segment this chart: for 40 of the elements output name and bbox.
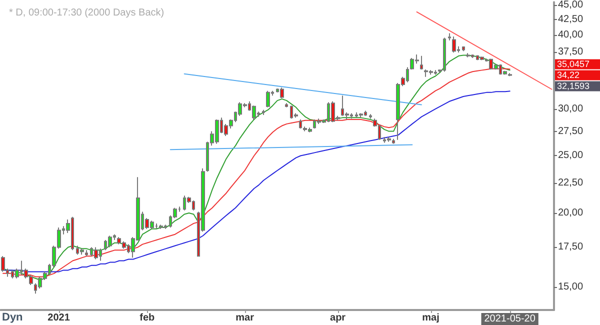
y-tick-label: 20,00 bbox=[558, 207, 584, 218]
y-tick-label: 15,00 bbox=[558, 281, 584, 292]
x-tick-label: apr bbox=[330, 312, 346, 324]
candlestick bbox=[462, 46, 465, 52]
text: 34,22 bbox=[557, 70, 580, 80]
text: * D, 09:00-17:30 (2000 Days Back) bbox=[9, 8, 164, 18]
candlestick bbox=[266, 90, 270, 108]
y-tick-label: 27,50 bbox=[558, 126, 584, 137]
y-tick-label: 40,00 bbox=[558, 30, 584, 41]
y-tick-label: 17,50 bbox=[558, 242, 584, 253]
candlestick bbox=[359, 112, 363, 118]
candlestick bbox=[1, 256, 5, 272]
x-tick-label: mar bbox=[236, 312, 254, 324]
text: Dyn bbox=[2, 312, 24, 324]
x-tick-label: feb bbox=[140, 312, 155, 324]
candlestick bbox=[299, 118, 302, 130]
candlestick bbox=[452, 36, 456, 53]
candlestick bbox=[280, 87, 284, 99]
y-tick-label: 30,00 bbox=[558, 103, 584, 114]
candlestick bbox=[94, 246, 98, 260]
candlestick bbox=[108, 235, 112, 248]
x-tick-label: 2021-05-20 bbox=[484, 314, 536, 324]
y-tick-label: 37,50 bbox=[558, 46, 584, 58]
candlestick bbox=[85, 250, 88, 257]
candlestick bbox=[80, 248, 84, 256]
y-tick-label: 45,00 bbox=[558, 0, 584, 10]
candlestick bbox=[252, 105, 256, 120]
candlestick bbox=[392, 138, 395, 144]
y-tick-label: 22,50 bbox=[558, 177, 584, 188]
candlestick bbox=[262, 109, 265, 116]
candlestick bbox=[420, 55, 423, 70]
y-tick-label: 42,50 bbox=[558, 14, 584, 26]
y-tick-label: 25,00 bbox=[558, 150, 584, 162]
candlestick bbox=[369, 114, 372, 120]
candlestick bbox=[448, 32, 451, 41]
x-tick-label: 2021 bbox=[48, 312, 70, 324]
text: 35,0457 bbox=[557, 59, 590, 70]
x-tick-label: maj bbox=[422, 312, 440, 324]
candlestick bbox=[387, 136, 391, 142]
text: 32,1593 bbox=[557, 81, 590, 92]
